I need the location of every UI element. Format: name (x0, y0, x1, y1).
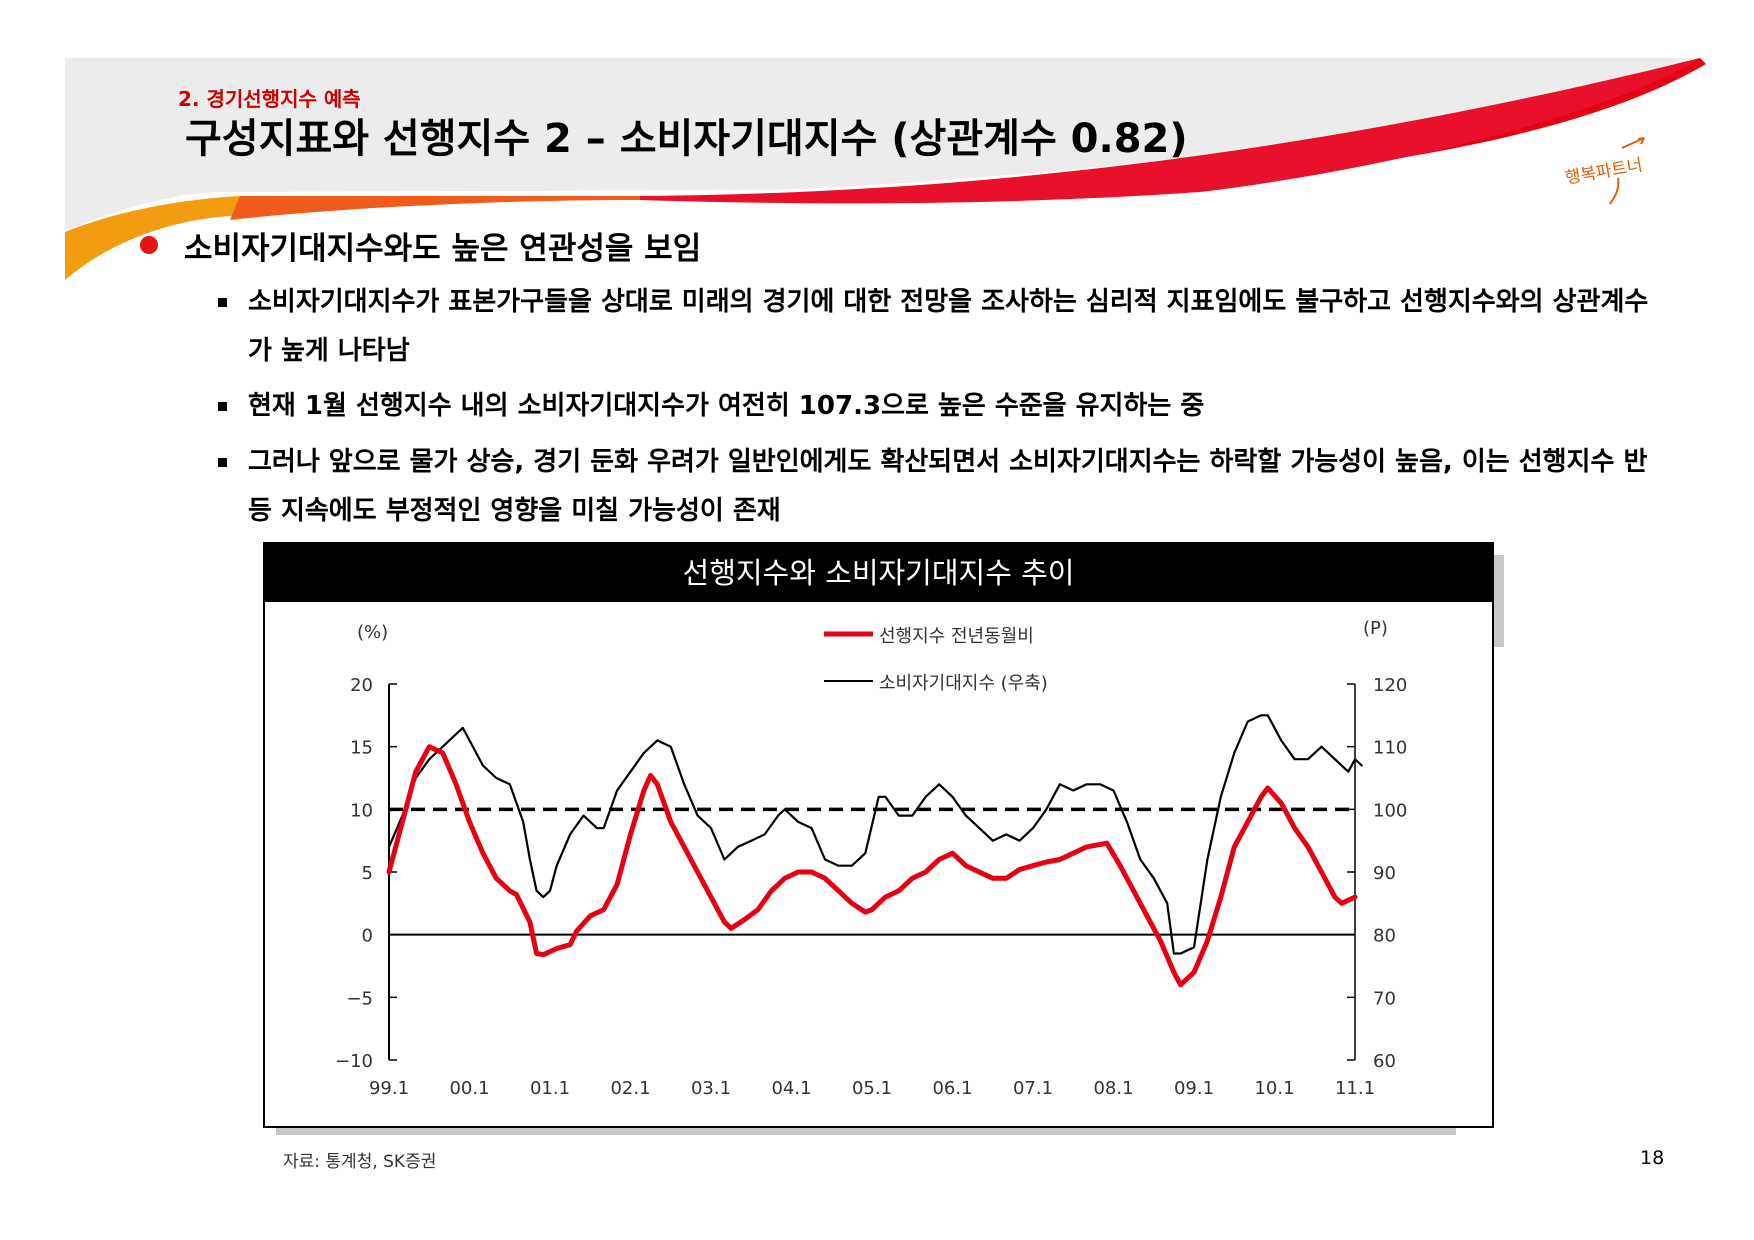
chart-canvas: 20 15 10 5 0 −5 −10 120 110 100 90 80 70 60 99.1 00.1 01… (335, 618, 1407, 1099)
x-tick-label: 09.1 (1174, 1078, 1214, 1099)
right-tick-label: 100 (1373, 800, 1407, 821)
x-tick-label: 05.1 (852, 1078, 892, 1099)
left-tick-label: 10 (350, 800, 373, 821)
header-decoration (65, 58, 1706, 280)
page-title: 구성지표와 선행지수 2 – 소비자기대지수 (상관계수 0.82) (185, 116, 1188, 162)
series-line-consumer-expectation-index (387, 714, 1363, 955)
right-tick-label: 60 (1373, 1051, 1396, 1072)
left-tick-label: 20 (350, 675, 373, 696)
bullet-dot-icon (140, 236, 158, 254)
main-bullet: 소비자기대지수와도 높은 연관성을 보임 (184, 231, 702, 267)
x-tick-label: 07.1 (1013, 1078, 1053, 1099)
x-tick-label: 11.1 (1335, 1078, 1375, 1099)
x-tick-label: 06.1 (932, 1078, 972, 1099)
legend-label: 선행지수 전년동월비 (879, 626, 1034, 647)
right-tick-label: 70 (1373, 988, 1396, 1009)
left-tick-label: 15 (350, 738, 373, 759)
x-tick-label: 04.1 (771, 1078, 811, 1099)
series-line-leading-index-yoy (386, 744, 1358, 988)
right-tick-label: 90 (1373, 863, 1396, 884)
x-tick-label: 02.1 (610, 1078, 650, 1099)
x-tick-label: 00.1 (449, 1078, 489, 1099)
section-label: 2. 경기선행지수 예측 (178, 87, 361, 111)
arrow-icon (1621, 137, 1645, 149)
sub-bullet-1: 소비자기대지수가 표본가구들을 상대로 미래의 경기에 대한 전망을 조사하는 … (248, 287, 1649, 366)
sub-bullet-2: 현재 1월 선행지수 내의 소비자기대지수가 여전히 107.3으로 높은 수준… (248, 391, 1205, 421)
square-bullet-icon (218, 458, 227, 467)
chart-shadow (276, 1124, 1456, 1135)
x-tick-label: 03.1 (691, 1078, 731, 1099)
brand-logo: 행복파트너 (1564, 137, 1645, 205)
right-axis-unit: (P) (1363, 618, 1388, 639)
left-tick-label: −5 (346, 988, 373, 1009)
right-tick-label: 120 (1373, 675, 1407, 696)
page-number: 18 (1640, 1147, 1665, 1169)
x-tick-label: 99.1 (369, 1078, 409, 1099)
sub-bullet-3: 그러나 앞으로 물가 상승, 경기 둔화 우려가 일반인에게도 확산되면서 소비… (248, 447, 1648, 526)
x-tick-label: 10.1 (1254, 1078, 1294, 1099)
square-bullet-icon (218, 402, 227, 411)
source-note: 자료: 통계청, SK증권 (283, 1152, 437, 1172)
legend-label: 소비자기대지수 (우축) (879, 673, 1048, 694)
chart-title: 선행지수와 소비자기대지수 추이 (265, 544, 1492, 602)
left-tick-label: 5 (362, 863, 373, 884)
x-tick-label: 08.1 (1093, 1078, 1133, 1099)
right-tick-label: 80 (1373, 926, 1396, 947)
x-tick-label: 01.1 (530, 1078, 570, 1099)
right-tick-label: 110 (1373, 738, 1407, 759)
chart-panel: 20 15 10 5 0 −5 −10 120 110 100 90 80 70 60 99.1 00.1 01… (263, 542, 1494, 1128)
left-tick-label: −10 (335, 1051, 373, 1072)
left-tick-label: 0 (362, 926, 373, 947)
square-bullet-icon (218, 298, 227, 307)
left-axis-unit: (%) (357, 622, 388, 643)
brand-logo-text: 행복파트너 (1564, 155, 1644, 188)
